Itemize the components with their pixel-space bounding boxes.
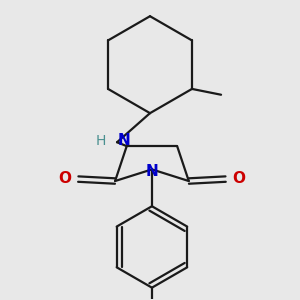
- Text: N: N: [118, 133, 130, 148]
- Text: H: H: [96, 134, 106, 148]
- Text: O: O: [233, 171, 246, 186]
- Text: O: O: [58, 171, 71, 186]
- Text: N: N: [146, 164, 158, 179]
